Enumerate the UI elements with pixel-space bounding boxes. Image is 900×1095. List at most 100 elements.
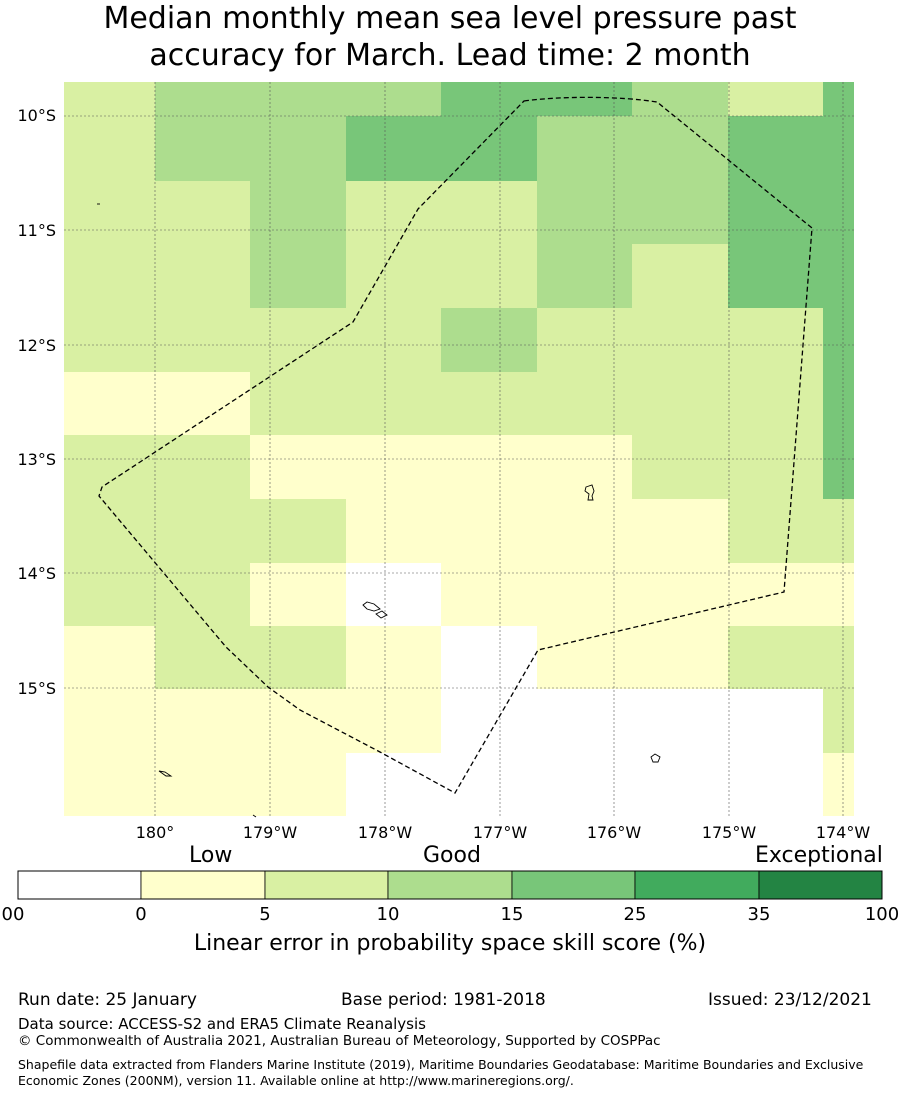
- category-good: Good: [423, 843, 481, 868]
- colorbar-tick: 5: [259, 904, 270, 925]
- skill-cell: [64, 244, 250, 308]
- skill-cell: [250, 563, 346, 626]
- skill-cell: [64, 499, 346, 563]
- skill-cell: [346, 116, 537, 181]
- lon-label: 180°: [136, 823, 175, 842]
- skill-cell: [64, 116, 155, 181]
- eez-boundary: [98, 96, 813, 794]
- lon-label: 175°W: [702, 823, 757, 842]
- skill-cell: [823, 689, 854, 753]
- island-shape: [362, 601, 381, 612]
- lat-label: 13°S: [17, 450, 56, 469]
- skill-cell: [155, 116, 346, 181]
- colorbar-swatch: [140, 870, 266, 900]
- skill-cell: [250, 372, 823, 435]
- data-source: Data source: ACCESS-S2 and ERA5 Climate …: [18, 1015, 426, 1033]
- skill-cell: [346, 244, 537, 308]
- colorbar-label: Linear error in probability space skill …: [193, 931, 707, 956]
- skill-cell: [64, 181, 250, 244]
- colorbar-swatch: [758, 870, 883, 900]
- island-shape: [584, 484, 595, 501]
- colorbar-tick: 10: [377, 904, 400, 925]
- island-shape: [375, 610, 388, 619]
- skill-cell: [441, 308, 537, 372]
- skill-cell: [155, 626, 346, 689]
- colorbar-frame: [17, 870, 883, 900]
- skill-cell: [728, 82, 823, 116]
- title-line-2: accuracy for March. Lead time: 2 month: [149, 38, 751, 73]
- skill-cell: [537, 181, 728, 244]
- skill-cell: [728, 116, 854, 181]
- skill-cell: [155, 82, 441, 116]
- skill-cell: [823, 372, 854, 435]
- lat-label: 15°S: [17, 679, 56, 698]
- island-shape: [650, 753, 661, 763]
- skill-map: 10°S 11°S 12°S 13°S 14°S 15°S 180° 179°W…: [17, 82, 871, 842]
- skill-cell: [728, 499, 854, 563]
- category-low: Low: [189, 843, 233, 868]
- colorbar-swatch: [387, 870, 513, 900]
- skill-grid: [64, 82, 854, 816]
- skill-cell: [728, 626, 854, 689]
- lon-label: 179°W: [243, 823, 298, 842]
- skill-cell: [346, 563, 441, 626]
- skill-cell: [250, 244, 346, 308]
- skill-cell: [250, 435, 632, 499]
- longitude-labels: 180° 179°W 178°W 177°W 176°W 175°W 174°W: [136, 823, 871, 842]
- colorbar-swatch: [264, 870, 389, 900]
- colorbar-ticks: -100 0 5 10 15 25 35 100: [0, 904, 899, 925]
- colorbar-tick: 15: [501, 904, 524, 925]
- colorbar-tick: -100: [0, 904, 24, 925]
- colorbar-tick: 100: [865, 904, 899, 925]
- skill-cell: [64, 753, 346, 816]
- skill-cell: [632, 244, 728, 308]
- skill-cell: [441, 626, 537, 689]
- lat-label: 10°S: [17, 106, 56, 125]
- skill-cell: [64, 82, 155, 116]
- shapefile-credit: Shapefile data extracted from Flanders M…: [18, 1057, 864, 1088]
- category-exceptional: Exceptional: [755, 843, 883, 868]
- islands: [97, 203, 661, 818]
- skill-cell: [64, 689, 441, 753]
- colorbar-swatch: [634, 870, 760, 900]
- lon-label: 178°W: [358, 823, 413, 842]
- skill-cell: [537, 626, 728, 689]
- skill-cell: [441, 563, 728, 626]
- lat-label: 12°S: [17, 336, 56, 355]
- skill-cell: [346, 626, 441, 689]
- skill-cell: [346, 499, 728, 563]
- colorbar: -100 0 5 10 15 25 35 100: [0, 870, 899, 925]
- skill-cell: [632, 82, 728, 116]
- colorbar-swatch: [17, 870, 142, 900]
- skill-cell: [823, 308, 854, 372]
- lat-label: 11°S: [17, 221, 56, 240]
- colorbar-tick: 35: [748, 904, 771, 925]
- issued-date: Issued: 23/12/2021: [708, 990, 872, 1010]
- skill-cell: [728, 244, 854, 308]
- skill-cell: [64, 372, 250, 435]
- latitude-labels: 10°S 11°S 12°S 13°S 14°S 15°S: [17, 106, 56, 698]
- skill-cell: [250, 181, 346, 244]
- skill-cell: [64, 308, 441, 372]
- chart-title: Median monthly mean sea level pressure p…: [0, 0, 900, 74]
- lon-label: 177°W: [473, 823, 528, 842]
- lat-label: 14°S: [17, 564, 56, 583]
- copyright: © Commonwealth of Australia 2021, Austra…: [18, 1033, 661, 1049]
- run-date: Run date: 25 January: [18, 990, 197, 1010]
- skill-cell: [64, 626, 155, 689]
- skill-cell: [64, 563, 250, 626]
- island-shape: [158, 770, 173, 777]
- base-period: Base period: 1981-2018: [341, 990, 546, 1010]
- skill-cell: [728, 181, 854, 244]
- skill-cell: [441, 689, 823, 753]
- skill-cell: [728, 563, 854, 626]
- island-shape: [252, 814, 257, 818]
- colorbar-tick: 0: [135, 904, 146, 925]
- colorbar-swatches: [17, 870, 883, 900]
- skill-cell: [537, 244, 632, 308]
- lon-label: 174°W: [816, 823, 871, 842]
- skill-cell: [64, 435, 250, 499]
- skill-cell: [823, 435, 854, 499]
- skill-cell: [823, 82, 854, 116]
- title-line-1: Median monthly mean sea level pressure p…: [103, 1, 797, 36]
